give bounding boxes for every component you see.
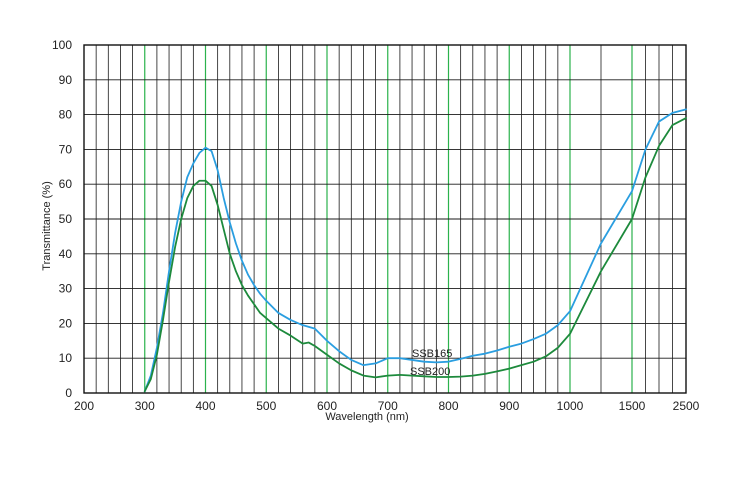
y-tick-label: 100 [52, 38, 72, 52]
x-tick-label: 300 [135, 399, 155, 413]
series-line-ssb165 [143, 108, 687, 393]
y-tick-label: 50 [59, 212, 73, 226]
y-tick-label: 70 [59, 142, 73, 156]
x-tick-label: 600 [317, 399, 337, 413]
y-tick-label: 90 [59, 73, 73, 87]
series-line-ssb200 [143, 117, 687, 393]
x-tick-label: 800 [438, 399, 458, 413]
grid [84, 44, 686, 394]
series-label-ssb200: SSB200 [410, 366, 450, 378]
series-label-ssb165: SSB165 [412, 348, 452, 360]
x-tick-label: 200 [74, 399, 94, 413]
x-tick-label: 2500 [673, 399, 700, 413]
x-axis-title: Wavelength (nm) [325, 411, 408, 423]
y-tick-label: 80 [59, 108, 73, 122]
x-tick-label: 400 [195, 399, 215, 413]
x-tick-label: 500 [256, 399, 276, 413]
tick-labels: 200 300 400 500 600 700 800 900 1000 1500 2500 0 10 2… [52, 38, 700, 413]
y-tick-label: 0 [65, 386, 72, 400]
series-lines [143, 108, 687, 393]
x-tick-label: 1000 [557, 399, 584, 413]
y-tick-label: 40 [59, 247, 73, 261]
y-axis-title: Transmittance (%) [41, 181, 53, 270]
y-tick-label: 20 [59, 316, 73, 330]
y-tick-label: 30 [59, 282, 73, 296]
x-tick-label: 900 [499, 399, 519, 413]
x-tick-label: 1500 [619, 399, 646, 413]
axes [83, 44, 687, 394]
y-tick-label: 60 [59, 177, 73, 191]
x-tick-label: 700 [378, 399, 398, 413]
y-tick-label: 10 [59, 351, 73, 365]
plot-frame [83, 44, 687, 394]
